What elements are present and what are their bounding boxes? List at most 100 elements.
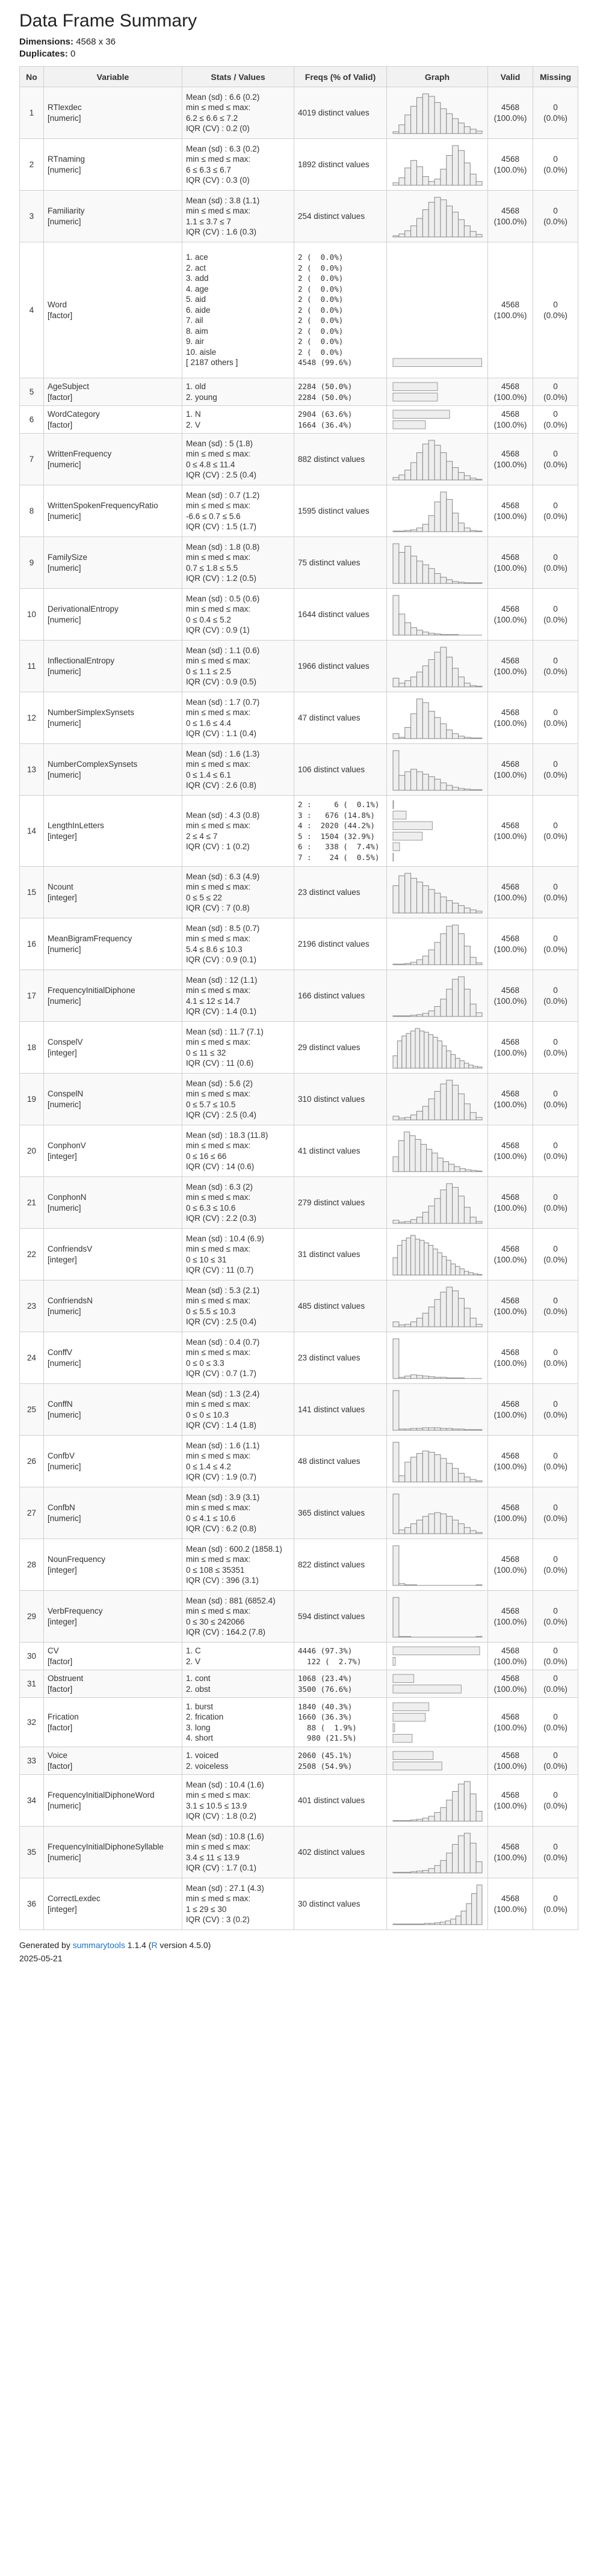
histogram [392,1286,482,1327]
missing-percent: (0.0%) [543,1099,568,1109]
freqs-cell: 1840 (40.3%) 1660 (36.3%) 88 ( 1.9%) 980 … [294,1697,387,1747]
valid-cell: 4568 (100.0%) [487,1670,533,1698]
histogram-bar [450,1054,456,1068]
histogram-bar [392,1442,399,1482]
histogram-bar [434,1427,441,1430]
histogram-bar [428,96,435,134]
valid-cell: 4568 (100.0%) [487,242,533,378]
histogram-bar [434,197,441,237]
histogram-bar [439,1921,446,1925]
histogram-bar [451,924,459,965]
missing-count: 0 [553,206,558,215]
stats-line: Mean (sd) : 5.6 (2) [186,1078,253,1088]
histogram-bar [469,1003,477,1016]
stats-line: 0 ≤ 1.1 ≤ 2.5 [186,666,231,676]
missing-cell: 0 (0.0%) [533,1435,578,1487]
stats-line: Mean (sd) : 18.3 (11.8) [186,1130,268,1140]
histogram-bar [469,128,477,134]
histogram-bar [463,907,471,913]
graph-cell [386,1176,488,1229]
row-number: 29 [19,1590,44,1643]
stats-line: Mean (sd) : 27.1 (4.3) [186,1883,264,1893]
r-link[interactable]: R [151,1940,158,1950]
missing-count: 0 [553,882,558,891]
header-freqs: Freqs (% of Valid) [294,66,387,87]
variable-cell: ConspelV [integer] [43,1021,182,1074]
stats-cell: 1. cont 2. obst [182,1670,294,1698]
histogram [392,145,482,185]
frequency-bar-chart [392,1674,462,1694]
stats-line: IQR (CV) : 1.6 (0.3) [186,227,257,236]
histogram-bar [392,1257,398,1275]
missing-cell: 0 (0.0%) [533,1878,578,1930]
histogram-bar [465,1902,472,1925]
freqs-line: 4446 (97.3%) [298,1646,353,1655]
frequency-bar [392,382,438,391]
freqs-line: 2 ( 0.0%) [298,295,344,304]
stats-line: min ≤ med ≤ max: [186,155,251,164]
missing-cell: 0 (0.0%) [533,1383,578,1436]
variable-cell: CV [factor] [43,1642,182,1670]
histogram-bar [428,710,435,739]
stats-line: IQR (CV) : 1.9 (0.7) [186,1472,257,1481]
summarytools-link[interactable]: summarytools [72,1940,125,1950]
variable-type: [factor] [48,1656,73,1666]
stats-line: Mean (sd) : 12 (1.1) [186,975,258,985]
frequency-bar [392,1762,442,1771]
variable-cell: FrequencyInitialDiphoneSyllable [numeric] [43,1826,182,1878]
stats-line: min ≤ med ≤ max: [186,1606,251,1615]
stats-line: min ≤ med ≤ max: [186,501,251,510]
freqs-cell: 141 distinct values [294,1383,387,1436]
freqs-line: 1892 distinct values [298,159,370,169]
missing-cell: 0 (0.0%) [533,1642,578,1670]
row-number: 28 [19,1539,44,1591]
valid-count: 4568 [501,1894,520,1903]
histogram-bar [404,680,411,687]
missing-cell: 0 (0.0%) [533,1073,578,1125]
stats-line: min ≤ med ≤ max: [186,1348,251,1357]
stats-line: min ≤ med ≤ max: [186,1400,251,1409]
missing-percent: (0.0%) [543,1151,568,1161]
histogram-bar [410,878,417,913]
histogram-bar [428,1244,433,1275]
variable-cell: ConffV [numeric] [43,1332,182,1384]
row-number: 7 [19,433,44,485]
histogram-bar [445,1286,453,1327]
missing-count: 0 [553,501,558,510]
freqs-cell: 882 distinct values [294,433,387,485]
histogram-bar [392,543,399,583]
freqs-line: 23 distinct values [298,1353,360,1362]
stats-cell: Mean (sd) : 1.6 (1.1) min ≤ med ≤ max: 0 ≤… [182,1435,294,1487]
histogram [392,1235,483,1275]
variable-type: [numeric] [48,1099,81,1109]
valid-count: 4568 [501,934,520,943]
graph-cell [386,536,488,589]
histogram-bar [445,155,453,185]
graph-cell [386,1073,488,1125]
histogram [392,595,482,635]
stats-line: IQR (CV) : 0.9 (0.1) [186,955,257,964]
freqs-line: 2 ( 0.0%) [298,253,344,262]
stats-line: IQR (CV) : 1.1 (0.4) [186,729,257,738]
histogram-bar [463,126,471,134]
valid-cell: 4568 (100.0%) [487,1826,533,1878]
stats-line: Mean (sd) : 6.3 (4.9) [186,871,260,881]
freqs-line: 23 distinct values [298,887,360,897]
valid-percent: (100.0%) [493,1761,527,1771]
stats-cell: 1. old 2. young [182,378,294,406]
freqs-line: 882 distinct values [298,454,365,464]
histogram-bar [434,573,441,583]
stats-line: IQR (CV) : 1.2 (0.5) [186,574,257,583]
variable-type: [numeric] [48,1462,81,1471]
missing-cell: 0 (0.0%) [533,138,578,191]
histogram-bar [422,443,429,480]
histogram-bar [428,776,435,790]
row-number: 4 [19,242,44,378]
missing-cell: 0 (0.0%) [533,588,578,641]
histogram-bar [434,501,441,532]
stats-line: Mean (sd) : 600.2 (1858.1) [186,1544,282,1554]
histogram-bar [416,1452,423,1482]
histogram-bar [428,568,435,583]
stats-line: 1.1 ≤ 3.7 ≤ 7 [186,217,231,226]
valid-percent: (100.0%) [493,511,527,521]
